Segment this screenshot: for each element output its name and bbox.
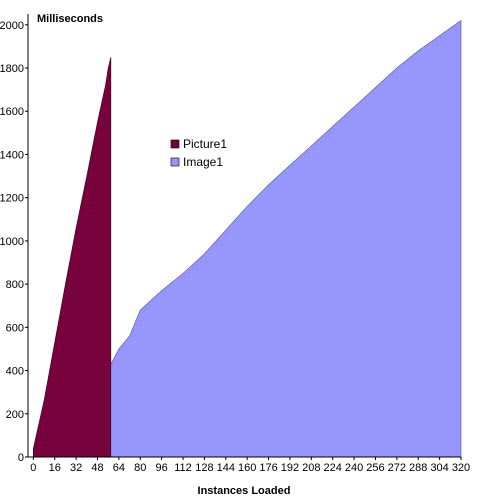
- y-tick-label: 400: [6, 366, 24, 378]
- legend-swatch-picture1: [170, 139, 180, 149]
- x-tick-label: 288: [409, 462, 427, 474]
- legend-swatch-image1: [170, 157, 180, 167]
- plot-area: [33, 19, 462, 458]
- x-axis-title: Instances Loaded: [198, 485, 291, 497]
- x-tick-label: 304: [430, 462, 448, 474]
- x-tick-label: 112: [174, 462, 192, 474]
- x-tick-label: 256: [366, 462, 384, 474]
- x-tick-label: 0: [30, 462, 36, 474]
- y-tick-label: 1400: [0, 149, 24, 161]
- legend: Picture1 Image1: [167, 133, 233, 175]
- x-tick-label: 64: [113, 462, 125, 474]
- y-tick-label: 1000: [0, 236, 24, 248]
- y-tick-label: 2000: [0, 20, 24, 32]
- x-tick-label: 160: [238, 462, 256, 474]
- x-tick-label: 208: [302, 462, 320, 474]
- y-tick-label: 1800: [0, 63, 24, 75]
- x-tick-label: 32: [70, 462, 82, 474]
- x-tick-label: 272: [388, 462, 406, 474]
- x-tick-label: 16: [49, 462, 61, 474]
- x-tick-label: 96: [156, 462, 168, 474]
- y-tick-label: 1200: [0, 193, 24, 205]
- x-axis-ticks: 0 16 32 48 64 80 96 112 128 144 160 176 192 208 224 240…: [30, 457, 470, 474]
- axes: [27, 14, 461, 458]
- x-tick-label: 192: [281, 462, 299, 474]
- x-tick-label: 240: [345, 462, 363, 474]
- y-tick-label: 1600: [0, 106, 24, 118]
- legend-label-picture1: Picture1: [183, 137, 227, 151]
- y-tick-label: 800: [6, 279, 24, 291]
- legend-label-image1: Image1: [183, 155, 223, 169]
- x-tick-label: 48: [91, 462, 103, 474]
- x-tick-label: 224: [324, 462, 342, 474]
- y-axis-title: Milliseconds: [37, 13, 103, 25]
- series-area-picture1: [33, 57, 112, 458]
- x-tick-label: 128: [195, 462, 213, 474]
- y-tick-label: 0: [18, 452, 24, 464]
- y-axis-ticks: 0 200 400 600 800 1000 1200 1400 1600 1800 2000: [0, 20, 28, 464]
- x-tick-label: 144: [217, 462, 235, 474]
- x-tick-label: 80: [134, 462, 146, 474]
- x-tick-label: 320: [452, 462, 470, 474]
- x-tick-label: 176: [259, 462, 277, 474]
- y-tick-label: 600: [6, 322, 24, 334]
- y-tick-label: 200: [6, 409, 24, 421]
